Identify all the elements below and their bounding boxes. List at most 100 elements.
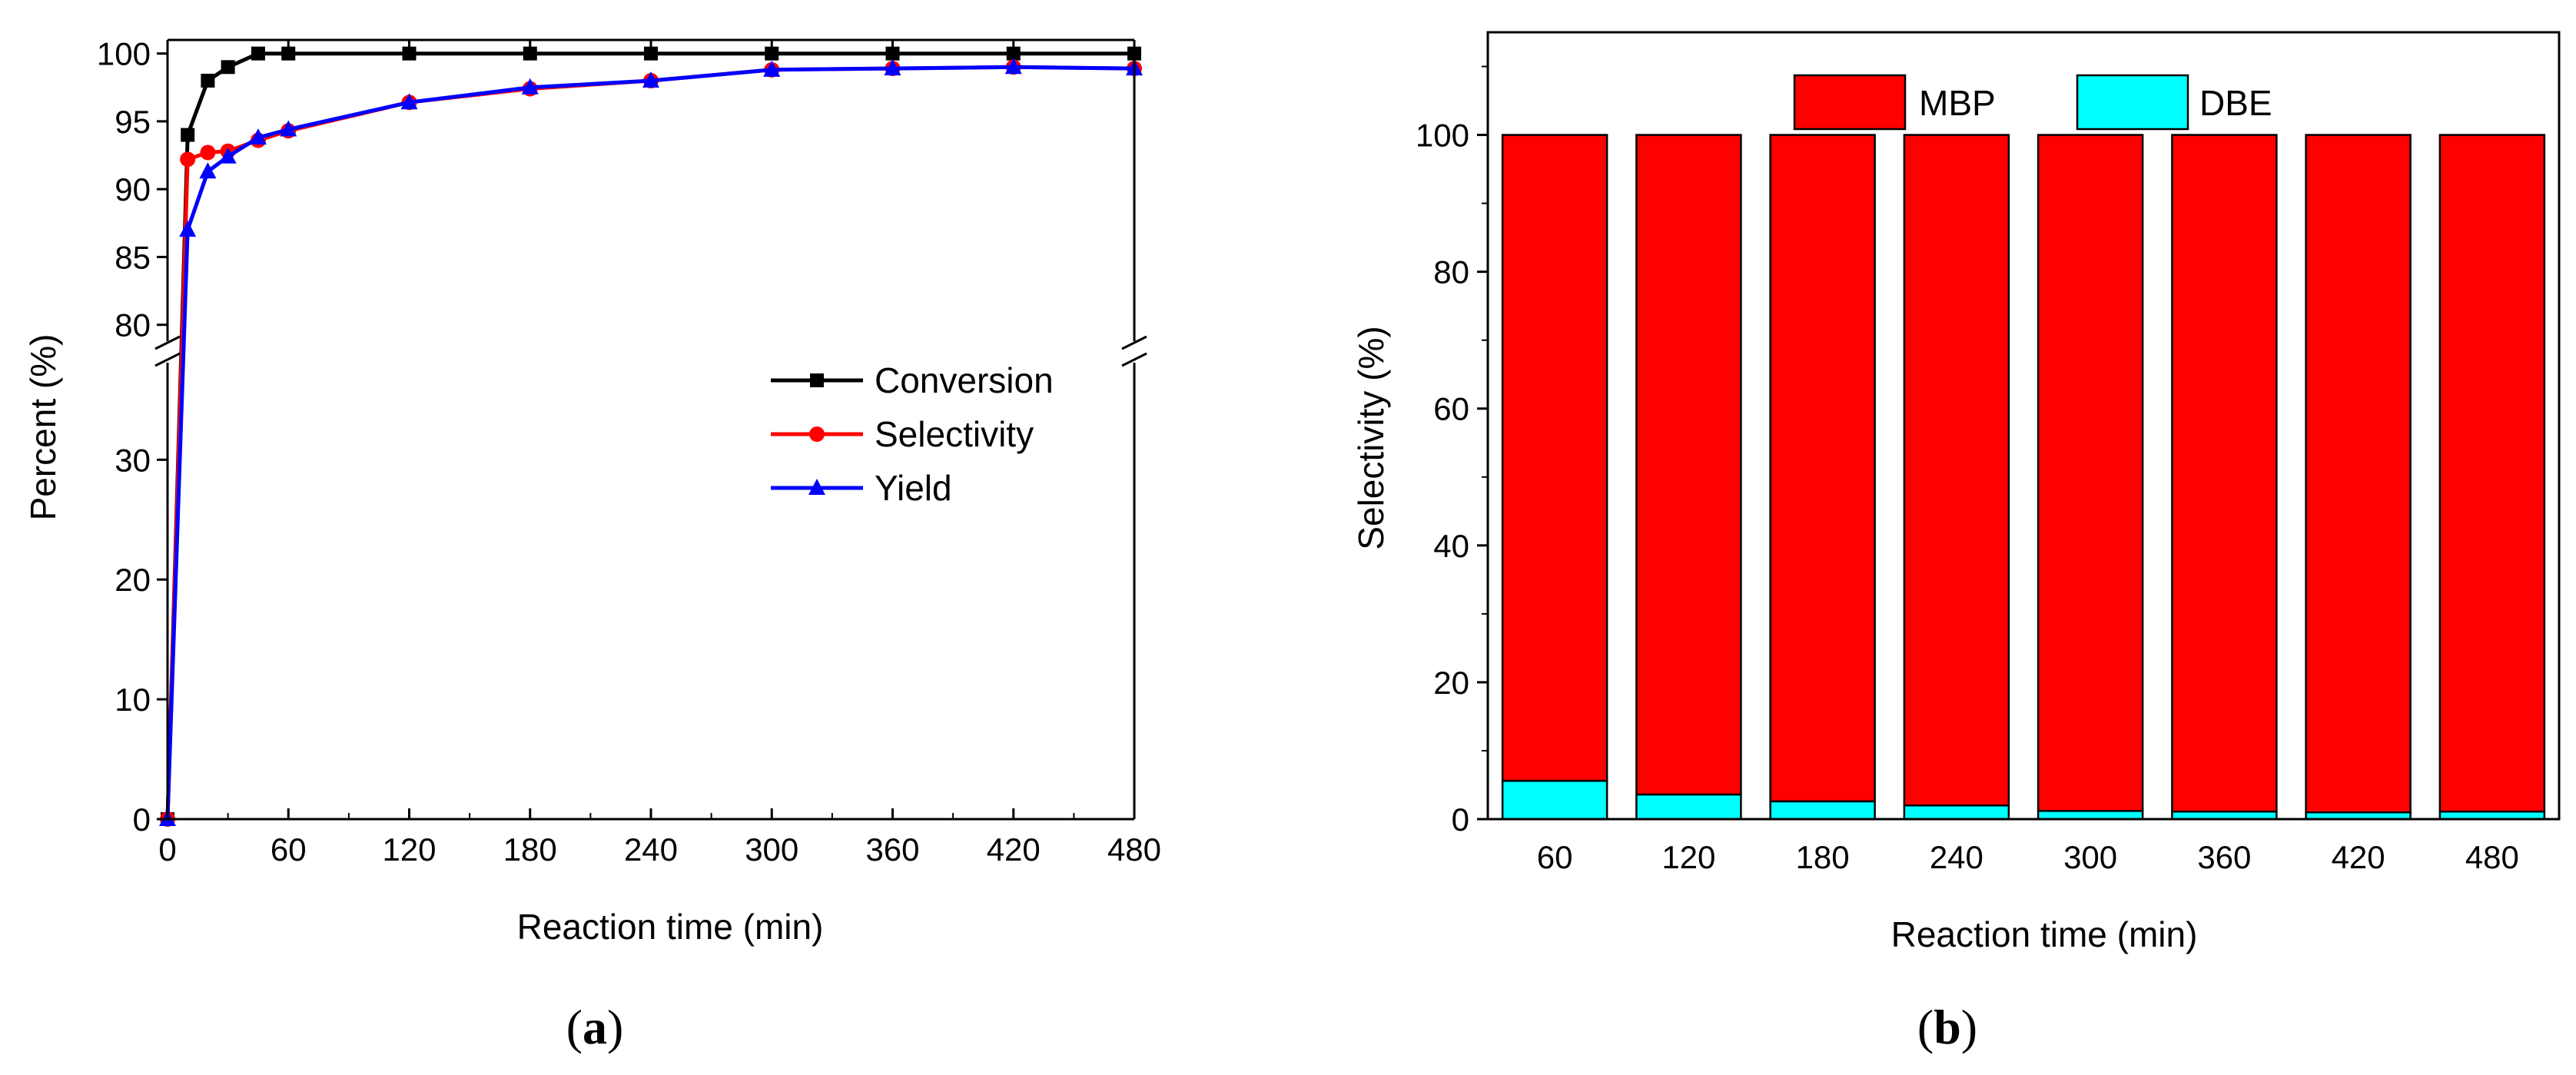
chart-b-bar-mbp: [1501, 134, 1608, 782]
chart-a-point-yield: [400, 93, 418, 110]
chart-a-point-conversion: [885, 46, 900, 61]
chart-a-break-mark-right: [1121, 352, 1147, 367]
chart-a-y-tick-label: 95: [115, 104, 151, 140]
chart-b-x-tick-label: 360: [2197, 839, 2251, 875]
chart-a-point-conversion: [201, 73, 215, 88]
chart-a-y-tick-label: 90: [115, 171, 151, 207]
chart-a-x-tick-label: 480: [1107, 831, 1161, 868]
chart-b-frame: [1486, 31, 2561, 821]
chart-b-legend: MBP DBE: [1793, 74, 2272, 131]
chart-a-x-tick-label: 240: [624, 831, 678, 868]
chart-a-point-yield: [199, 162, 217, 179]
chart-b-bar-mbp: [2438, 134, 2546, 813]
chart-b-panel-letter: b: [1934, 1000, 1961, 1054]
chart-b-y-axis-title: Selectivity (%): [1351, 326, 1391, 549]
chart-a-point-yield: [179, 221, 197, 237]
chart-b-bar-dbe: [1501, 779, 1608, 821]
chart-a-point-yield: [521, 78, 539, 95]
chart-a-panel-label: (a): [566, 1000, 624, 1054]
chart-b-x-tick-label: 60: [1537, 839, 1573, 875]
chart-b-bar-dbe: [1903, 804, 2010, 821]
chart-a-point-yield: [219, 147, 237, 164]
chart-a-legend: Conversion Selectivity Yield: [771, 360, 1054, 508]
chart-a-panel-letter: a: [583, 1000, 607, 1054]
chart-a-plot-area: [159, 46, 1143, 827]
chart-a-legend-marker-conversion: [810, 373, 824, 387]
chart-b-x-tick-label: 300: [2063, 839, 2117, 875]
chart-b-legend-label-dbe: DBE: [2199, 83, 2272, 123]
chart-b-y-tick-label: 20: [1433, 665, 1469, 701]
chart-a-x-tick-label: 0: [158, 831, 176, 868]
chart-b-x-tick-label: 180: [1796, 839, 1850, 875]
chart-b-bar-mbp: [1635, 134, 1742, 796]
chart-b-bar-mbp: [2305, 134, 2412, 814]
chart-a-y-axis-title: Percent (%): [23, 334, 63, 521]
chart-b-bar-mbp: [2037, 134, 2144, 812]
chart-a-point-conversion: [1006, 46, 1021, 61]
chart-a-legend-label-conversion: Conversion: [875, 360, 1054, 400]
chart-a-legend-marker-selectivity: [809, 426, 825, 442]
chart-a-y-tick-label: 85: [115, 239, 151, 275]
chart-b-axes: 60 120 180 240 300 360 420 480 0 20 40 60 80 100: [1416, 31, 2561, 875]
chart-b-x-tick-label: 240: [1930, 839, 1983, 875]
chart-a-break-mark-left: [154, 352, 181, 367]
chart-a-point-yield: [642, 71, 659, 88]
chart-a-point-selectivity: [180, 151, 196, 168]
chart-a-x-tick-label: 120: [382, 831, 436, 868]
chart-a-point-yield: [1004, 58, 1022, 75]
chart-a-y-tick-label: 80: [115, 307, 151, 343]
chart-a-legend-marker-yield: [808, 479, 825, 495]
chart-b-bar-mbp: [1769, 134, 1876, 803]
chart-a-legend-label-yield: Yield: [875, 468, 952, 508]
chart-a-point-conversion: [644, 46, 658, 61]
chart-b-x-tick-label: 480: [2465, 839, 2519, 875]
chart-a-point-conversion: [251, 46, 265, 61]
chart-a-break-mark-left: [154, 335, 181, 350]
chart-a-point-yield: [884, 59, 901, 76]
chart-b-y-tick-label: 40: [1433, 528, 1469, 564]
chart-a-y-tick-label: 20: [115, 562, 151, 598]
chart-b-y-tick-label: 100: [1416, 118, 1469, 154]
chart-a-point-yield: [249, 128, 267, 145]
chart-a-point-selectivity: [200, 144, 216, 161]
chart-b-panel-label: (b): [1917, 1000, 1977, 1054]
chart-a-y-tick-label: 0: [133, 801, 151, 838]
chart-b-y-tick-label: 80: [1433, 254, 1469, 290]
chart-a-point-conversion: [181, 128, 195, 142]
chart-b-bar-mbp: [1903, 134, 2010, 807]
chart-a-axes: 0 60 120 180 240 300 360 420 480 0 10 20 30 80 85 90 95 1…: [97, 36, 1161, 868]
chart-b-bar-mbp: [2171, 134, 2278, 813]
chart-b-y-tick-label: 60: [1433, 391, 1469, 427]
chart-b-legend-swatch-mbp: [1793, 74, 1907, 131]
chart-a-x-tick-label: 420: [987, 831, 1041, 868]
chart-a-break-mark-right: [1121, 335, 1147, 350]
chart-a-point-conversion: [221, 60, 235, 75]
chart-b-y-tick-label: 0: [1452, 801, 1469, 838]
chart-a: 0 60 120 180 240 300 360 420 480 0 10 20 30 80 85 90 95 1…: [23, 36, 1161, 1054]
chart-a-x-tick-label: 360: [865, 831, 919, 868]
chart-a-point-conversion: [402, 46, 417, 61]
chart-b-x-tick-label: 120: [1661, 839, 1715, 875]
chart-a-point-yield: [280, 120, 297, 137]
chart-b-bar-dbe: [1635, 793, 1742, 821]
chart-a-y-tick-label: 30: [115, 442, 151, 478]
chart-b-bar-dbe: [1769, 800, 1876, 821]
chart-b-x-axis-title: Reaction time (min): [1891, 914, 2198, 954]
chart-b: 60 120 180 240 300 360 420 480 0 20 40 60 80 100 MBP D…: [1351, 31, 2561, 1054]
chart-a-x-axis-title: Reaction time (min): [517, 907, 824, 947]
chart-a-x-tick-label: 60: [271, 831, 307, 868]
chart-a-y-tick-label: 100: [97, 36, 151, 72]
chart-b-x-tick-label: 420: [2332, 839, 2385, 875]
chart-a-point-yield: [763, 60, 781, 77]
chart-a-y-tick-label: 10: [115, 682, 151, 718]
chart-a-point-conversion: [765, 46, 779, 61]
chart-a-point-conversion: [281, 46, 296, 61]
chart-b-legend-label-mbp: MBP: [1919, 83, 1996, 123]
chart-a-x-tick-label: 180: [503, 831, 557, 868]
chart-a-legend-label-selectivity: Selectivity: [875, 414, 1034, 454]
chart-b-bar-dbe: [2037, 810, 2144, 821]
chart-a-point-conversion: [523, 46, 537, 61]
chart-b-legend-swatch-dbe: [2076, 74, 2189, 131]
chart-a-x-tick-label: 300: [745, 831, 798, 868]
